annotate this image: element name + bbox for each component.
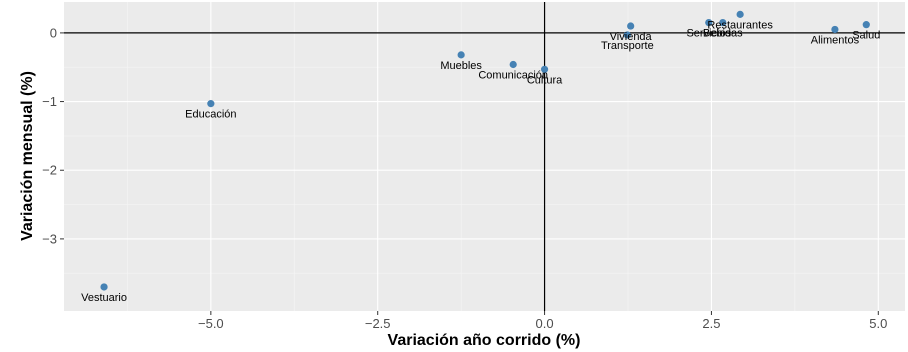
point-label: Cultura <box>527 74 563 86</box>
x-axis-title: Variación año corrido (%) <box>388 332 581 349</box>
y-tick-label: −2 <box>42 163 57 178</box>
point-label: Comunicación <box>478 69 548 81</box>
point-label: Educación <box>185 109 236 121</box>
y-tick-label: −1 <box>42 94 57 109</box>
point-label: Muebles <box>440 60 482 72</box>
data-point <box>862 21 870 29</box>
data-point <box>457 51 465 59</box>
point-label: Bebidas <box>703 28 743 40</box>
data-point <box>207 100 215 108</box>
x-tick-label: 0.0 <box>536 316 554 331</box>
data-point <box>736 10 744 18</box>
x-tick-label: −5.0 <box>198 316 224 331</box>
y-axis-title: Variación mensual (%) <box>19 71 36 241</box>
reference-lines <box>64 2 905 311</box>
x-axis-ticks: −5.0 −2.5 0.0 2.5 5.0 <box>198 311 887 331</box>
point-label: Vestuario <box>81 292 127 304</box>
x-tick-label: −2.5 <box>365 316 391 331</box>
point-label: Servicios <box>686 28 731 40</box>
data-point <box>831 25 839 34</box>
data-point <box>627 22 635 30</box>
y-tick-label: −3 <box>42 231 57 246</box>
x-tick-label: 5.0 <box>869 316 887 331</box>
data-points <box>100 10 870 291</box>
point-labels: Vestuario Educación MueblesComunicaciónCul… <box>81 19 880 304</box>
data-point <box>509 60 517 69</box>
data-point <box>623 31 631 39</box>
data-point <box>540 65 549 73</box>
plot-panel <box>64 2 905 311</box>
point-label: Salud <box>852 30 880 42</box>
data-point <box>705 19 713 27</box>
data-point <box>100 283 108 291</box>
y-axis-ticks: −3 −2 −1 0 <box>42 25 64 246</box>
point-label: Alimentos <box>811 34 860 46</box>
point-label: Vivienda <box>610 31 653 43</box>
y-tick-label: 0 <box>50 25 57 40</box>
x-tick-label: 2.5 <box>702 316 720 331</box>
point-label: Transporte <box>601 40 654 52</box>
data-point <box>719 19 727 27</box>
point-label: Restaurantes <box>707 19 773 31</box>
